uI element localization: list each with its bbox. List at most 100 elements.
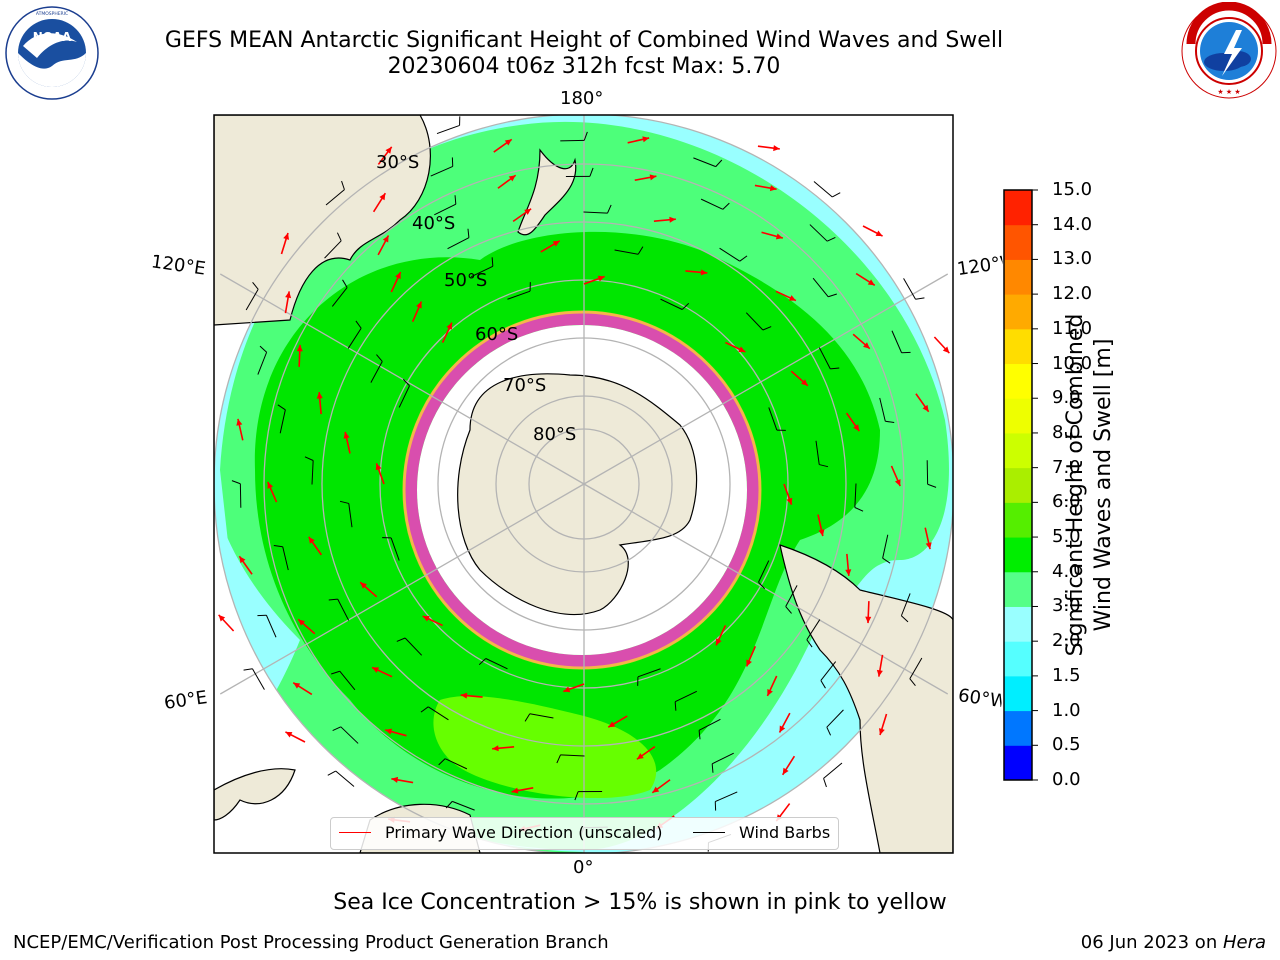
wind-barb-feather [556,754,561,764]
colorbar-tick-label: 0.5 [1052,734,1081,756]
wave-direction-arrowhead [460,692,468,699]
wave-direction-arrowhead [767,688,773,696]
map-frame [213,114,954,854]
colorbar-title-line2: Wind Waves and Swell [m] [1091,338,1116,632]
colorbar-tick-label: 6.0 [1052,491,1081,513]
lon-label-0: 0° [573,857,594,878]
wave-direction-arrowhead [511,787,519,794]
wind-barb [785,585,798,607]
colorbar-segment-2.0 [1004,606,1032,642]
footer-date-text: 06 Jun 2023 on [1080,932,1223,953]
black-line-icon [693,832,725,833]
red-line-icon [339,832,371,833]
wind-barb [282,546,289,571]
wind-barb [813,181,833,198]
wave-direction-arrowhead [236,418,243,426]
wind-barb-feather [438,758,446,766]
wind-barb [815,440,820,465]
wind-barb [614,249,639,255]
wind-barb-feather [826,236,836,242]
colorbar-tick-label: 9.0 [1052,387,1081,409]
wave-band-5-6 [433,695,657,799]
wind-barb-feather [885,420,895,424]
wind-barb-feather [882,557,891,564]
wind-barb [909,657,923,679]
wind-barb-feather [854,507,864,512]
wind-barb-feather [355,320,362,329]
colorbar-segment-3.0 [1004,571,1032,607]
wave-direction-arrowhead [773,145,780,152]
svg-text:ATMOSPHERIC: ATMOSPHERIC [36,11,68,17]
wind-barb [826,709,844,728]
sea-ice-note: Sea Ice Concentration > 15% is shown in … [333,890,947,915]
lat-label-80s: 80°S [533,424,577,445]
wave-direction-arrowhead [863,342,870,349]
wind-barb-feather [273,544,283,548]
colorbar-tick-label: 13.0 [1052,248,1093,270]
wind-barb [398,385,410,408]
wind-barb [311,460,314,485]
footer-date: 06 Jun 2023 on Hera [1081,932,1266,953]
lon-label-180: 180° [560,88,604,109]
wave-direction-arrowhead [878,728,885,735]
wind-barb [347,327,362,349]
nws-logo: ★ ★ ★ [1181,2,1277,99]
wave-direction-arrowhead [385,146,392,154]
wave-direction-arrowhead [716,638,722,646]
wind-barb [806,619,821,641]
wind-barb [818,347,831,370]
wind-barb [390,537,400,561]
wind-barb-feather [828,293,837,298]
wind-barb-feather [478,658,487,666]
wind-barb-feather [243,668,253,671]
wave-direction-arrowhead [788,295,796,301]
footer-machine: Hera [1222,932,1266,953]
colorbar-segment-9.0 [1004,363,1032,399]
wind-barb [252,668,265,690]
wind-barb [507,290,531,300]
wind-barb-feather [607,204,612,214]
wave-direction-arrowhead [285,731,293,738]
wave-direction-arrowhead [492,745,499,752]
meridian-300 [583,273,949,485]
wave-direction-arrowhead [894,479,901,487]
wind-barb [444,758,468,770]
meridian-120 [219,483,585,695]
colorbar-tick-label: 15.0 [1052,179,1093,200]
wave-direction-arrowhead [801,379,808,386]
wave-direction-arrowhead [925,542,932,550]
wave-direction-arrowhead [700,269,708,276]
colorbar-segment-13.0 [1004,224,1032,260]
wind-barb-feather [331,670,340,675]
wind-barb-feather [342,279,348,288]
sea-ice-edge [402,310,762,670]
wind-barb-feather [396,637,406,642]
wind-barb [436,124,460,135]
wind-barb [325,189,345,206]
colorbar-segment-10.0 [1004,328,1032,365]
wave-direction-arrowhead [853,424,860,432]
wind-barb-feather [332,726,342,732]
wind-barb [820,661,837,681]
wave-direction-arrowhead [746,659,752,667]
noaa-logo: NOAA ATMOSPHERIC [5,6,99,100]
chart-subtitle: 20230604 t06z 312h fcst Max: 5.70 [387,54,781,79]
wind-barb [903,278,916,300]
wave-direction-arrowhead [504,139,512,146]
colorbar-segment-0.5 [1004,710,1032,746]
colorbar-segment-14.0 [1004,190,1032,226]
wave-direction-arrowhead [649,174,657,181]
wind-barb-feather [758,581,766,590]
wave-direction-arrowhead [867,279,875,286]
wave-direction-arrowhead [845,569,852,576]
wind-barb-feather [785,606,792,614]
svg-text:★ ★ ★: ★ ★ ★ [1217,88,1240,96]
lat-label-60s: 60°S [475,324,519,345]
wave-direction-arrowhead [875,230,883,237]
colorbar-title: Significant Height of Combined Wind Wave… [1062,305,1118,665]
wind-barb-feather [674,701,677,711]
wave-direction-arrowhead [942,346,950,354]
wave-direction-arrowhead [218,614,226,622]
wind-barb-feather [915,297,925,300]
wave-direction-arrowhead [296,344,303,352]
